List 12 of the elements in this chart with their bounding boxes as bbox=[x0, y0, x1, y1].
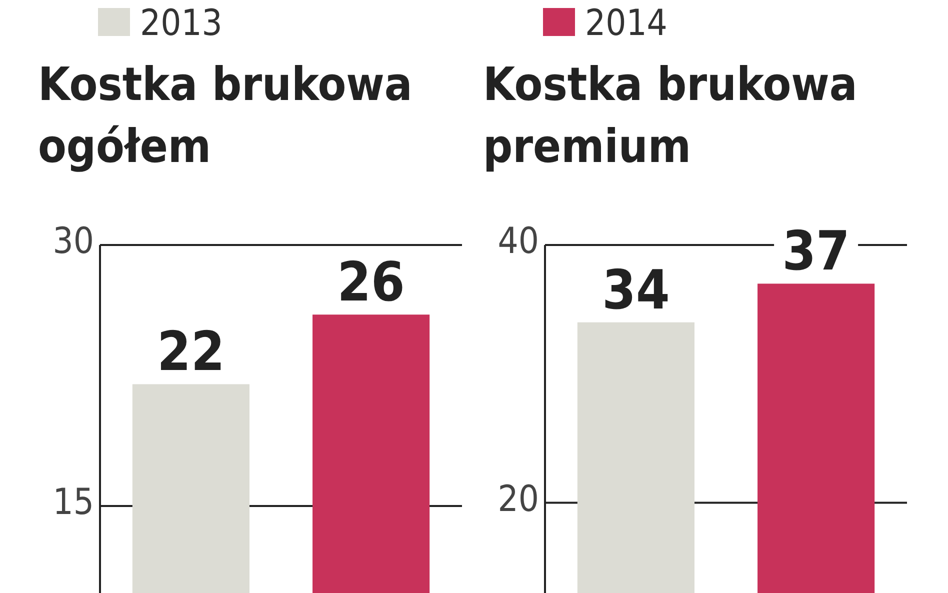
legend-label: 2014 bbox=[585, 3, 668, 44]
data-label: 22 bbox=[157, 320, 225, 384]
data-label: 34 bbox=[602, 258, 670, 322]
data-label: 37 bbox=[782, 220, 850, 283]
y-tick-label: 30 bbox=[52, 221, 94, 262]
y-tick-label: 40 bbox=[498, 221, 539, 262]
legend-label: 2013 bbox=[140, 3, 222, 44]
chart-title: Kostka brukowa ogółem bbox=[38, 57, 412, 173]
y-tick-label: 20 bbox=[498, 478, 539, 520]
chart-title: Kostka brukowa premium bbox=[483, 57, 858, 173]
data-label: 26 bbox=[337, 250, 405, 314]
y-tick-label: 15 bbox=[52, 482, 94, 524]
